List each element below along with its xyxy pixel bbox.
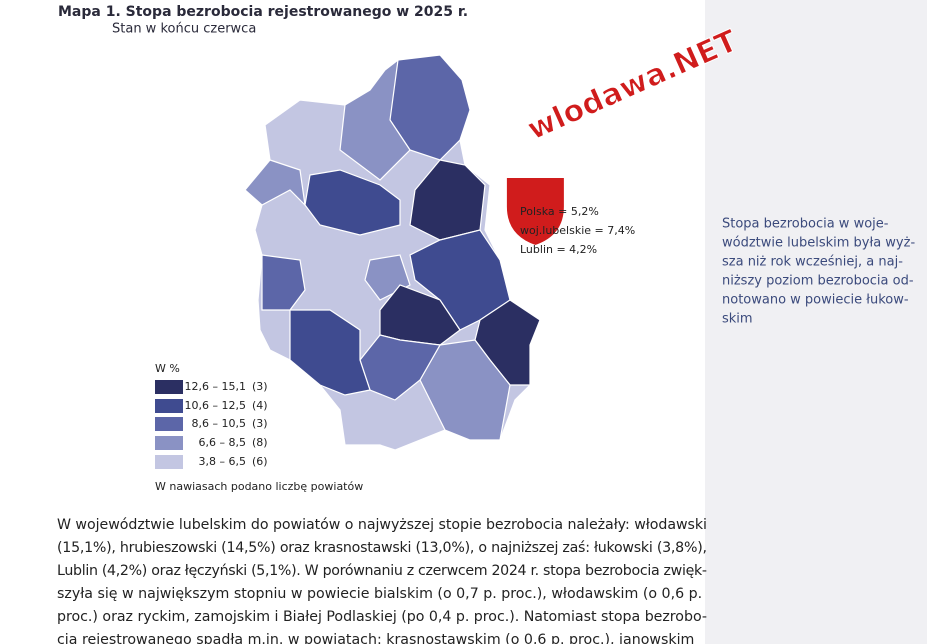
body-line: (15,1%), hrubieszowski (14,5%) oraz kras… [57, 540, 707, 556]
body-line: W województwie lubelskim do powiatów o n… [57, 517, 707, 533]
legend-count: (3) [252, 380, 268, 393]
sidebar-line: Stopa bezrobocia w woje- [722, 217, 889, 232]
legend: 12,6 – 15,1 (3) 10,6 – 12,5 (4) 8,6 – 10… [155, 380, 268, 469]
region [261, 254, 306, 311]
legend-range: 10,6 – 12,5 [185, 399, 246, 412]
sidebar: Stopa bezrobocia w woje- wództwie lubels… [722, 217, 915, 327]
legend-range: 8,6 – 10,5 [192, 417, 246, 430]
body-line: Lublin (4,2%) oraz łęczyński (5,1%). W p… [57, 563, 707, 579]
region [289, 309, 371, 396]
sidebar-bg [705, 0, 927, 644]
sidebar-line: niższy poziom bezrobocia od- [722, 274, 914, 289]
map-subtitle: Stan w końcu czerwca [112, 22, 256, 37]
legend-count: (8) [252, 436, 268, 449]
region [339, 58, 411, 181]
legend-swatch [155, 380, 183, 394]
legend-swatch [155, 417, 183, 431]
map-title: Mapa 1. Stopa bezrobocia rejestrowanego … [58, 4, 468, 20]
legend-count: (3) [252, 417, 268, 430]
body-line: szyła się w największym stopniu w powiec… [57, 586, 702, 602]
map [244, 54, 541, 451]
map-note: W nawiasach podano liczbę powiatów [155, 480, 363, 493]
sidebar-line: notowano w powiecie łukow- [722, 293, 909, 308]
legend-swatch [155, 455, 183, 469]
stat: Lublin = 4,2% [520, 243, 597, 256]
region [409, 229, 511, 331]
stat: Polska = 5,2% [520, 205, 599, 218]
region [419, 339, 511, 441]
legend-title: W % [155, 362, 180, 375]
legend-range: 12,6 – 15,1 [185, 380, 246, 393]
body-line: proc.) oraz ryckim, zamojskim i Białej P… [57, 609, 707, 625]
sidebar-line: skim [722, 312, 753, 327]
sidebar-line: sza niż rok wcześniej, a naj- [722, 255, 903, 270]
body-line: cia rejestrowanego spadła m.in. w powiat… [57, 632, 694, 644]
legend-count: (6) [252, 455, 268, 468]
legend-swatch [155, 399, 183, 413]
legend-range: 6,6 – 8,5 [199, 436, 246, 449]
legend-count: (4) [252, 399, 268, 412]
legend-swatch [155, 436, 183, 450]
logo-shield [503, 174, 567, 249]
legend-range: 3,8 – 6,5 [199, 455, 246, 468]
stat: woj.lubelskie = 7,4% [520, 224, 635, 237]
body-text: W województwie lubelskim do powiatów o n… [57, 517, 707, 644]
region [304, 169, 401, 236]
sidebar-line: wództwie lubelskim była wyż- [722, 236, 915, 251]
